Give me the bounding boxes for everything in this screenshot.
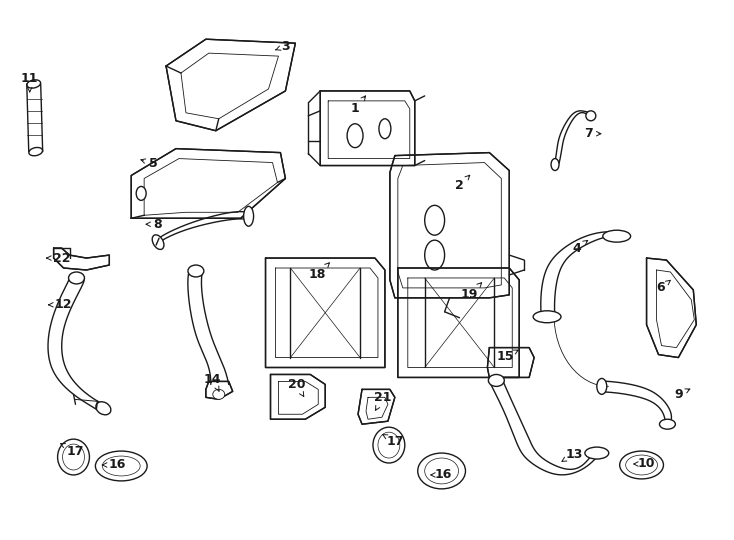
Ellipse shape [102, 456, 140, 476]
Ellipse shape [188, 265, 204, 277]
Ellipse shape [213, 389, 225, 400]
Polygon shape [266, 258, 385, 368]
Text: 3: 3 [276, 39, 290, 53]
Ellipse shape [425, 458, 459, 484]
Text: 20: 20 [288, 378, 305, 396]
Ellipse shape [137, 186, 146, 200]
Text: 22: 22 [47, 252, 70, 265]
Ellipse shape [425, 240, 445, 270]
Ellipse shape [96, 402, 111, 415]
Ellipse shape [68, 272, 84, 284]
Text: 16: 16 [103, 458, 126, 471]
Text: 16: 16 [431, 468, 452, 482]
Ellipse shape [373, 427, 405, 463]
Text: 21: 21 [374, 391, 392, 410]
Ellipse shape [95, 451, 147, 481]
Text: 14: 14 [204, 373, 222, 392]
Polygon shape [390, 153, 509, 298]
Ellipse shape [244, 206, 253, 226]
Ellipse shape [418, 453, 465, 489]
Text: 19: 19 [461, 283, 482, 301]
Ellipse shape [378, 432, 400, 458]
Ellipse shape [659, 419, 675, 429]
Ellipse shape [586, 111, 596, 121]
Ellipse shape [597, 379, 607, 394]
Text: 2: 2 [455, 176, 470, 192]
Text: 11: 11 [21, 72, 38, 92]
Polygon shape [358, 389, 395, 424]
Text: 18: 18 [308, 263, 330, 281]
Ellipse shape [379, 119, 391, 139]
Text: 15: 15 [496, 350, 518, 363]
Text: 1: 1 [351, 96, 366, 116]
Ellipse shape [27, 80, 40, 88]
Text: 7: 7 [584, 127, 601, 140]
Polygon shape [647, 258, 697, 357]
Ellipse shape [29, 147, 43, 156]
Text: 13: 13 [562, 448, 583, 462]
Polygon shape [54, 248, 109, 270]
Text: 5: 5 [141, 157, 158, 170]
Polygon shape [206, 381, 233, 400]
Ellipse shape [347, 124, 363, 147]
Ellipse shape [619, 451, 664, 479]
Text: 10: 10 [633, 457, 655, 470]
Ellipse shape [603, 230, 631, 242]
Polygon shape [166, 39, 295, 131]
Ellipse shape [585, 447, 608, 459]
Ellipse shape [57, 439, 90, 475]
Text: 17: 17 [383, 435, 404, 448]
Text: 6: 6 [656, 280, 670, 294]
Ellipse shape [533, 311, 561, 323]
Text: 17: 17 [61, 443, 84, 457]
Polygon shape [131, 148, 286, 218]
Text: 12: 12 [48, 298, 73, 312]
Polygon shape [271, 374, 325, 419]
Polygon shape [398, 268, 519, 377]
Text: 9: 9 [674, 388, 690, 401]
Text: 4: 4 [573, 240, 588, 255]
Ellipse shape [551, 159, 559, 171]
Ellipse shape [152, 235, 164, 249]
Ellipse shape [62, 444, 84, 470]
Polygon shape [320, 91, 415, 166]
Ellipse shape [488, 374, 504, 387]
Ellipse shape [625, 455, 658, 475]
Ellipse shape [425, 205, 445, 235]
Text: 8: 8 [146, 218, 161, 231]
Polygon shape [487, 348, 534, 377]
